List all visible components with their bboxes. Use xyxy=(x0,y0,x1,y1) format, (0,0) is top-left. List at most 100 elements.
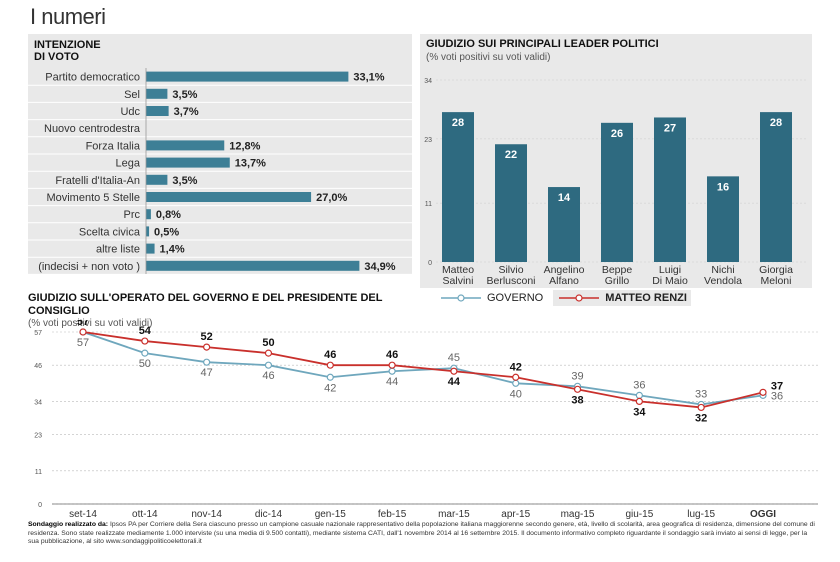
renzi-value-label: 42 xyxy=(510,361,522,373)
vote-bar xyxy=(146,174,168,185)
legend-renzi-swatch xyxy=(559,294,600,302)
line-xtick: gen-15 xyxy=(315,509,347,520)
footnote-bold: Sondaggio realizzato da: xyxy=(28,521,109,528)
leaders-ytick: 34 xyxy=(424,78,432,85)
vote-bar xyxy=(146,209,151,220)
leaders-chart-title: GIUDIZIO SUI PRINCIPALI LEADER POLITICI xyxy=(426,38,659,50)
leader-name-label: Luigi xyxy=(659,264,681,276)
vote-category-label: Fratelli d'Italia-An xyxy=(55,175,140,187)
leader-name-label: Meloni xyxy=(761,275,792,287)
renzi-point xyxy=(697,403,705,412)
governo-value-label: 46 xyxy=(262,370,274,382)
footnote: Sondaggio realizzato da: Ipsos PA per Co… xyxy=(28,521,818,547)
vote-category-label: Udc xyxy=(120,106,140,118)
leader-value-label: 28 xyxy=(452,117,464,129)
vote-value-label: 3,5% xyxy=(172,89,197,101)
vote-bar xyxy=(146,140,225,151)
leader-bar xyxy=(654,117,686,263)
vote-value-label: 27,0% xyxy=(316,192,347,204)
leaders-panel: GIUDIZIO SUI PRINCIPALI LEADER POLITICI (… xyxy=(420,34,812,288)
governo-point xyxy=(326,373,334,381)
renzi-value-label: 54 xyxy=(139,325,152,337)
governo-value-label: 47 xyxy=(201,367,213,379)
leader-name-label: Vendola xyxy=(704,275,742,287)
renzi-value-label: 50 xyxy=(262,337,274,349)
line-xtick: giu-15 xyxy=(625,509,653,520)
vote-intention-panel: INTENZIONE DI VOTO Partito democratico 33,1… xyxy=(28,34,412,275)
leader-value-label: 16 xyxy=(717,181,729,193)
renzi-point xyxy=(326,361,334,369)
leader-bar xyxy=(707,176,739,262)
leaders-chart-subtitle: (% voti positivi su voti validi) xyxy=(426,52,550,63)
leader-value-label: 28 xyxy=(770,117,782,129)
vote-bar xyxy=(146,71,349,82)
vote-category-label: Forza Italia xyxy=(86,140,141,152)
governo-line xyxy=(82,331,764,406)
leader-value-label: 27 xyxy=(664,122,676,134)
leader-name-label: Alfano xyxy=(549,275,579,287)
line-ytick: 23 xyxy=(34,433,42,440)
vote-value-label: 1,4% xyxy=(160,244,185,256)
vote-category-label: Nuovo centrodestra xyxy=(44,123,141,135)
vote-value-label: 34,9% xyxy=(364,261,395,273)
vote-bar xyxy=(146,88,168,99)
vote-bar xyxy=(146,243,155,254)
governo-value-label: 57 xyxy=(77,337,89,349)
leaders-chart: GIUDIZIO SUI PRINCIPALI LEADER POLITICI (… xyxy=(424,38,806,287)
leader-bar xyxy=(495,144,527,262)
leader-name-label: Di Maio xyxy=(652,275,688,287)
renzi-point xyxy=(203,343,211,351)
line-xtick: mag-15 xyxy=(561,509,595,520)
vote-value-label: 33,1% xyxy=(353,72,384,84)
vote-chart-title-line: INTENZIONE xyxy=(34,39,101,51)
legend-governo: GOVERNO xyxy=(435,290,547,306)
governo-value-label: 50 xyxy=(139,358,151,370)
vote-value-label: 13,7% xyxy=(235,158,266,170)
vote-bar xyxy=(146,260,360,271)
leader-name-label: Grillo xyxy=(605,275,630,287)
line-xtick: lug-15 xyxy=(687,509,715,520)
leader-name-label: Giorgia xyxy=(759,264,793,276)
governo-point xyxy=(264,361,273,369)
vote-bar xyxy=(146,226,150,237)
vote-category-label: Sel xyxy=(124,89,140,101)
governo-point xyxy=(388,367,396,375)
leader-name-label: Salvini xyxy=(443,275,474,287)
vote-category-label: (indecisi + non voto ) xyxy=(38,261,140,273)
leader-value-label: 14 xyxy=(558,192,571,204)
governo-point xyxy=(141,349,149,357)
leader-bar xyxy=(548,187,580,262)
renzi-line xyxy=(82,331,764,409)
leaders-ytick: 23 xyxy=(424,137,432,144)
renzi-point xyxy=(759,388,767,396)
legend-governo-swatch xyxy=(441,294,481,302)
renzi-point xyxy=(573,385,582,393)
governo-point xyxy=(635,391,643,399)
leader-bar xyxy=(442,112,474,262)
leader-name-label: Angelino xyxy=(544,264,585,276)
renzi-value-label: 57 xyxy=(77,320,89,328)
governo-value-label: 45 xyxy=(448,352,460,364)
line-ytick: 57 xyxy=(34,330,42,337)
vote-category-label: Partito democratico xyxy=(45,72,140,84)
leader-name-label: Nichi xyxy=(711,264,734,276)
leader-name-label: Matteo xyxy=(442,264,474,276)
line-xtick: OGGI xyxy=(750,509,776,520)
renzi-value-label: 32 xyxy=(695,412,707,424)
vote-bar xyxy=(146,106,169,116)
renzi-value-label: 52 xyxy=(201,331,213,343)
line-legend: GOVERNO MATTEO RENZI xyxy=(435,290,691,306)
leaders-ytick: 0 xyxy=(428,260,432,267)
vote-value-label: 3,7% xyxy=(174,106,199,118)
renzi-point xyxy=(141,337,149,345)
legend-renzi-label: MATTEO RENZI xyxy=(605,292,687,304)
legend-renzi: MATTEO RENZI xyxy=(553,290,691,306)
leader-name-label: Berlusconi xyxy=(486,275,535,287)
line-ytick: 0 xyxy=(38,502,42,509)
renzi-point xyxy=(264,349,273,357)
government-chart-title: GIUDIZIO SULL'OPERATO DEL GOVERNO E DEL … xyxy=(28,292,383,317)
vote-category-label: Movimento 5 Stelle xyxy=(46,192,140,204)
renzi-value-label: 46 xyxy=(386,349,398,361)
vote-value-label: 12,8% xyxy=(229,140,260,152)
